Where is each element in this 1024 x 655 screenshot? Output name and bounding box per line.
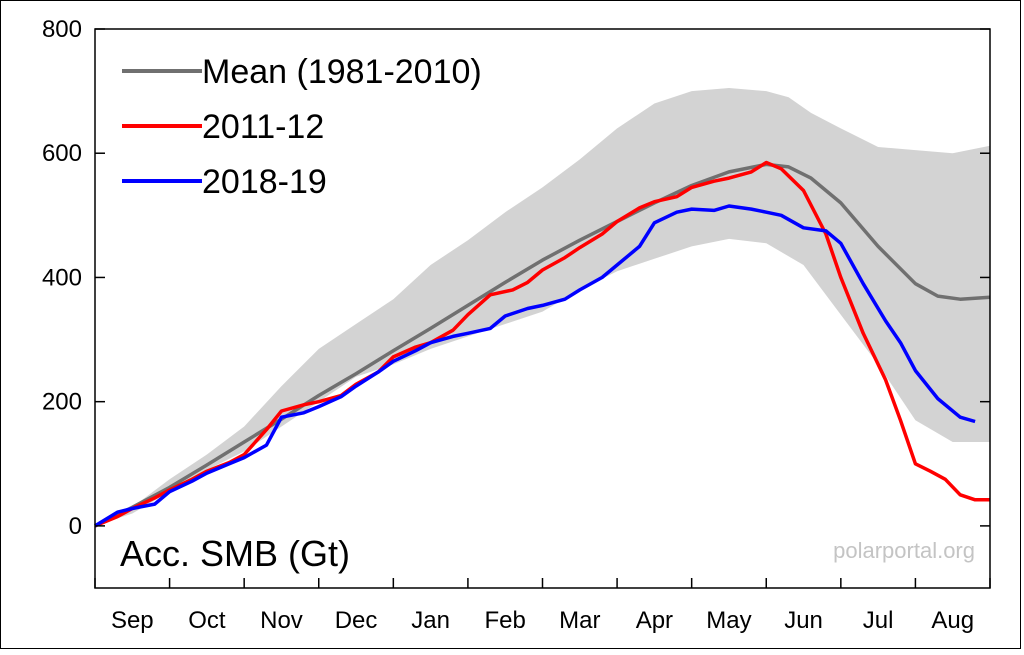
x-tick-label: Sep <box>111 607 154 634</box>
y-tick-label: 600 <box>42 140 82 167</box>
x-tick-label: Mar <box>559 607 600 634</box>
y-tick-label: 400 <box>42 264 82 291</box>
x-tick-label: Jan <box>411 607 450 634</box>
x-tick-label: Oct <box>188 607 226 634</box>
x-tick-label: Apr <box>636 607 673 634</box>
x-tick-label: Jun <box>784 607 823 634</box>
y-unit-label: Acc. SMB (Gt) <box>120 533 350 574</box>
legend-label-mean: Mean (1981-2010) <box>202 53 482 91</box>
series-line-mean-1981-2010- <box>94 162 991 528</box>
y-tick-label: 200 <box>42 389 82 416</box>
y-tick-label: 800 <box>42 16 82 43</box>
x-tick-label: Nov <box>260 607 303 634</box>
x-tick-label: Feb <box>485 607 526 634</box>
legend-label-2018-19: 2018-19 <box>202 163 327 201</box>
y-tick-label: 0 <box>69 513 82 540</box>
x-tick-label: Aug <box>931 607 974 634</box>
series-layer <box>94 160 991 528</box>
credit-text: polarportal.org <box>833 538 975 563</box>
x-tick-label: Jul <box>863 607 894 634</box>
series-line-2018-19 <box>94 204 976 528</box>
axis-layer: 0 200 400 600 800 Sep Oct Nov Dec Jan Feb Mar Apr May… <box>42 16 991 634</box>
x-tick-label: Dec <box>335 607 378 634</box>
series-line-2011-12 <box>94 160 990 528</box>
x-tick-label: May <box>706 607 751 634</box>
legend-label-2011-12: 2011-12 <box>202 108 324 146</box>
legend: Mean (1981-2010) 2011-12 2018-19 <box>122 53 482 201</box>
